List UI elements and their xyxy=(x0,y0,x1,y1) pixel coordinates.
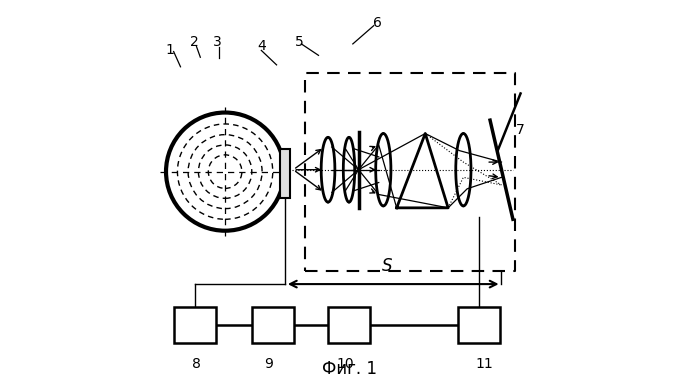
Text: S: S xyxy=(382,257,392,275)
Bar xyxy=(252,307,294,343)
Bar xyxy=(174,307,216,343)
Text: Фиг. 1: Фиг. 1 xyxy=(322,360,376,378)
Text: 7: 7 xyxy=(517,123,525,137)
Text: 8: 8 xyxy=(192,357,201,371)
Bar xyxy=(458,307,500,343)
Text: 2: 2 xyxy=(191,35,199,49)
Text: 10: 10 xyxy=(336,357,354,371)
Bar xyxy=(328,307,370,343)
Text: 5: 5 xyxy=(295,35,304,49)
Text: 4: 4 xyxy=(257,39,266,53)
Bar xyxy=(280,149,290,198)
Text: 6: 6 xyxy=(373,16,382,30)
Text: 9: 9 xyxy=(265,357,274,371)
Text: 3: 3 xyxy=(213,35,222,49)
Text: 11: 11 xyxy=(475,357,493,371)
Text: 1: 1 xyxy=(165,43,174,57)
